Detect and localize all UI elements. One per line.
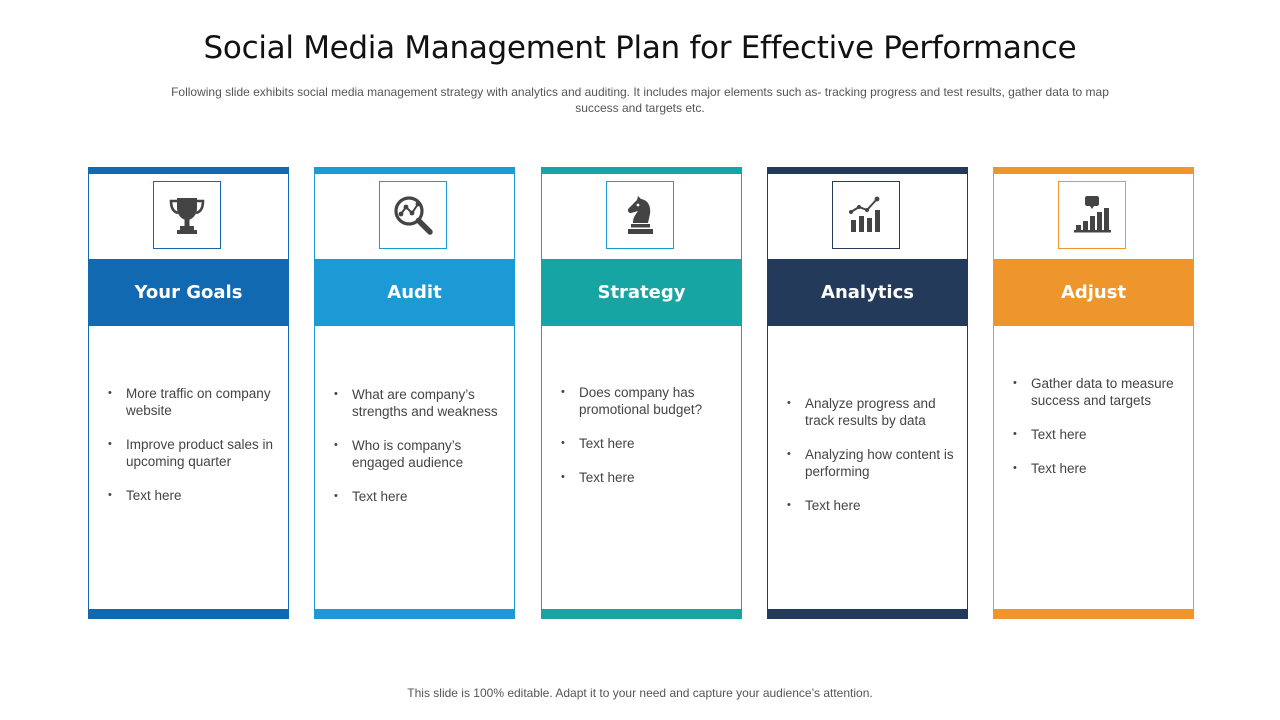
card-top-bar [767, 167, 968, 174]
card-label: Adjust [993, 259, 1194, 326]
card-analytics: Analytics Analyze progress and track res… [767, 167, 968, 619]
magnifier-analytics-icon [394, 196, 433, 235]
list-item: Analyzing how content is performing [787, 446, 954, 480]
card-top-bar [541, 167, 742, 174]
slide-title: Social Media Management Plan for Effecti… [203, 30, 1077, 66]
card-frame [314, 174, 515, 609]
list-item: Analyze progress and track results by da… [787, 395, 954, 429]
card-bottom-bar [767, 609, 968, 619]
card-bottom-bar [88, 609, 289, 619]
bullet-list: Analyze progress and track results by da… [787, 395, 954, 531]
icon-frame [832, 181, 900, 249]
card-frame [541, 174, 742, 609]
slide-subtitle: Following slide exhibits social media ma… [171, 85, 1109, 115]
card-label: Audit [314, 259, 515, 326]
list-item: Improve product sales in upcoming quarte… [108, 436, 275, 470]
card-frame [993, 174, 1194, 609]
list-item: Text here [108, 487, 275, 504]
icon-frame [606, 181, 674, 249]
icon-frame [1058, 181, 1126, 249]
bullet-list: Does company has promotional budget? Tex… [561, 384, 728, 503]
slide-footer: This slide is 100% editable. Adapt it to… [407, 686, 873, 700]
card-strategy: Strategy Does company has promotional bu… [541, 167, 742, 619]
card-label: Strategy [541, 259, 742, 326]
card-frame [88, 174, 289, 609]
bullet-list: More traffic on company website Improve … [108, 385, 275, 521]
icon-frame [153, 181, 221, 249]
list-item: Text here [787, 497, 954, 514]
card-frame [767, 174, 968, 609]
card-label: Your Goals [88, 259, 289, 326]
list-item: Gather data to measure success and targe… [1013, 375, 1180, 409]
list-item: Text here [334, 488, 501, 505]
card-bottom-bar [541, 609, 742, 619]
list-item: Text here [1013, 460, 1180, 477]
list-item: Text here [1013, 426, 1180, 443]
list-item: What are company’s strengths and weaknes… [334, 386, 501, 420]
card-your-goals: Your Goals More traffic on company websi… [88, 167, 289, 619]
list-item: Text here [561, 435, 728, 452]
card-top-bar [314, 167, 515, 174]
trophy-icon [169, 198, 205, 234]
list-item: More traffic on company website [108, 385, 275, 419]
card-top-bar [993, 167, 1194, 174]
card-audit: Audit What are company’s strengths and w… [314, 167, 515, 619]
card-bottom-bar [993, 609, 1194, 619]
card-top-bar [88, 167, 289, 174]
chess-knight-icon [627, 196, 653, 234]
bullet-list: Gather data to measure success and targe… [1013, 375, 1180, 494]
bar-chart-growth-icon [849, 196, 880, 232]
card-label: Analytics [767, 259, 968, 326]
list-item: Who is company’s engaged audience [334, 437, 501, 471]
icon-frame [379, 181, 447, 249]
card-adjust: Adjust Gather data to measure success an… [993, 167, 1194, 619]
list-item: Does company has promotional budget? [561, 384, 728, 418]
list-item: Text here [561, 469, 728, 486]
chart-comment-icon [1074, 196, 1111, 233]
card-bottom-bar [314, 609, 515, 619]
bullet-list: What are company’s strengths and weaknes… [334, 386, 501, 522]
